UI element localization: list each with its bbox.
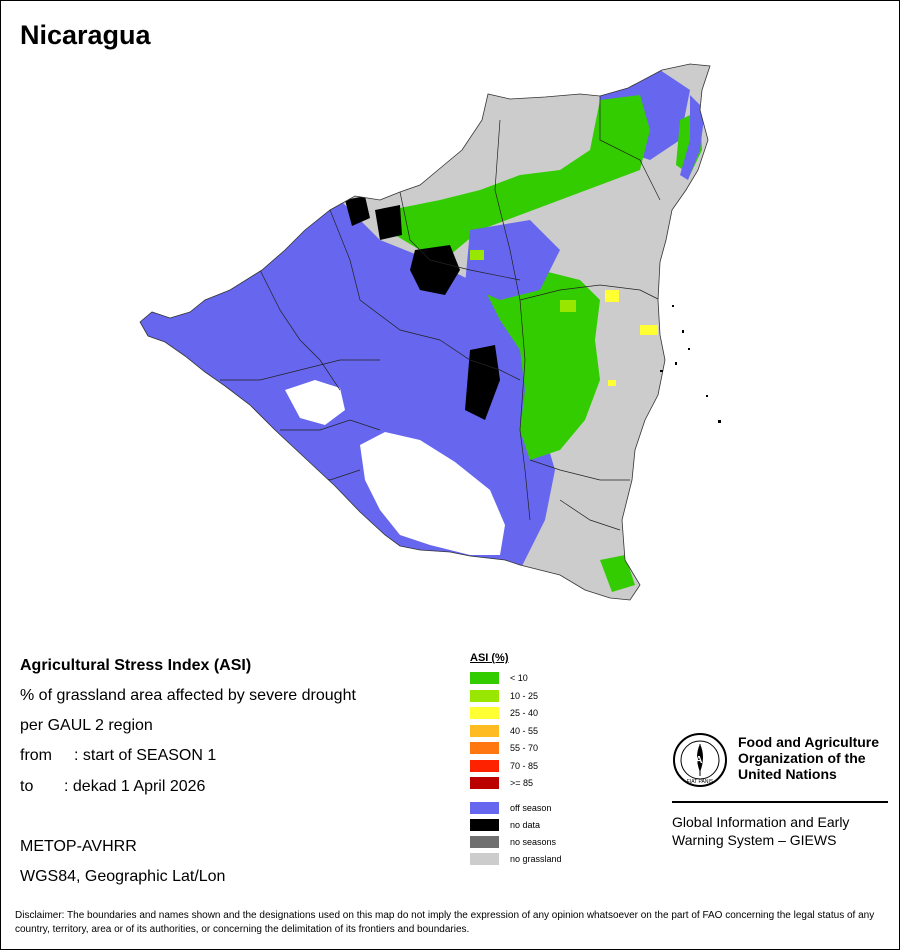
low-asi-area-south <box>600 555 635 592</box>
low-asi-area-central <box>480 270 600 460</box>
moderate-asi-patch <box>605 290 619 302</box>
fao-branding: FAO FIAT PANIS Food and Agriculture Orga… <box>672 732 888 852</box>
legend-other-swatch <box>470 802 499 814</box>
mid-asi-patch <box>560 300 576 312</box>
legend-class-swatch <box>470 724 499 737</box>
lake-nicaragua <box>360 432 505 555</box>
legend-other-label: no seasons <box>510 837 557 847</box>
legend-other-label: no data <box>510 820 541 830</box>
legend-class-swatch <box>470 689 499 702</box>
legend-class-item: 70 - 85 <box>470 759 539 772</box>
legend-class-label: 10 - 25 <box>510 690 539 701</box>
admin-boundaries <box>220 96 661 531</box>
no-data-area <box>375 205 402 240</box>
lake-managua <box>285 380 345 425</box>
legend-other-label: off season <box>510 803 552 813</box>
info-to-value: : dekad 1 April 2026 <box>64 778 206 795</box>
fao-motto: FIAT PANIS <box>687 779 714 785</box>
legend-class-swatch <box>470 707 499 719</box>
legend-other-label: no grassland <box>510 854 562 864</box>
disclaimer: Disclaimer: The boundaries and names sho… <box>15 910 875 935</box>
legend-title: ASI (%) <box>470 652 509 664</box>
legend-other-item: no seasons <box>470 836 556 848</box>
info-line1: % of grassland area affected by severe d… <box>20 687 356 704</box>
info-sensor: METOP-AVHRR <box>20 838 137 855</box>
legend-class-swatch <box>470 759 499 772</box>
legend-class-item: 55 - 70 <box>470 742 538 754</box>
legend-class-item: 10 - 25 <box>470 689 539 702</box>
legend-class-item: 25 - 40 <box>470 707 538 719</box>
no-data-area <box>410 245 460 295</box>
legend-class-label: 70 - 85 <box>510 760 539 771</box>
legend-other-item: no grassland <box>470 853 562 865</box>
no-data-area <box>465 345 500 420</box>
info-line2: per GAUL 2 region <box>20 717 153 734</box>
legend-class-label: 40 - 55 <box>510 725 539 736</box>
legend-class-label: >= 85 <box>510 778 534 788</box>
fao-org-name: Food and Agriculture Organization of the… <box>738 734 880 782</box>
fao-divider <box>672 801 888 803</box>
fao-logo: FAO FIAT PANIS <box>673 733 727 787</box>
fao-logo-text: FAO <box>690 755 711 766</box>
info-projection: WGS84, Geographic Lat/Lon <box>20 868 226 885</box>
info-from-label: from <box>20 747 52 764</box>
legend-other-swatch <box>470 819 499 831</box>
info-heading: Agricultural Stress Index (ASI) <box>20 657 252 674</box>
legend-class-label: < 10 <box>510 673 528 683</box>
giews-name: Global Information and Early Warning Sys… <box>672 814 850 848</box>
country-map <box>139 63 721 601</box>
no-data-area <box>345 196 370 226</box>
country-outline <box>139 63 711 601</box>
legend-class-swatch <box>470 672 499 684</box>
info-from-value: : start of SEASON 1 <box>74 747 217 764</box>
mid-asi-patch <box>470 250 484 260</box>
moderate-asi-patch <box>640 325 658 335</box>
map-title: Nicaragua <box>20 20 151 50</box>
legend-other-item: no data <box>470 819 540 831</box>
off-season-east-strip <box>680 95 705 180</box>
off-season-central-area <box>465 220 560 300</box>
legend-class-item: >= 85 <box>470 777 533 789</box>
cay-islands <box>660 305 721 423</box>
legend-other-item: off season <box>470 802 551 814</box>
moderate-asi-patch <box>608 380 616 386</box>
legend-other-swatch <box>470 853 499 865</box>
info-to-label: to <box>20 778 34 795</box>
low-asi-area-north <box>390 95 650 255</box>
legend-class-item: 40 - 55 <box>470 724 539 737</box>
legend-other-swatch <box>470 836 499 848</box>
legend-class-item: < 10 <box>470 672 528 684</box>
legend-class-label: 25 - 40 <box>510 708 539 718</box>
legend-class-swatch <box>470 777 499 789</box>
legend-class-swatch <box>470 742 499 754</box>
legend-class-label: 55 - 70 <box>510 743 539 753</box>
